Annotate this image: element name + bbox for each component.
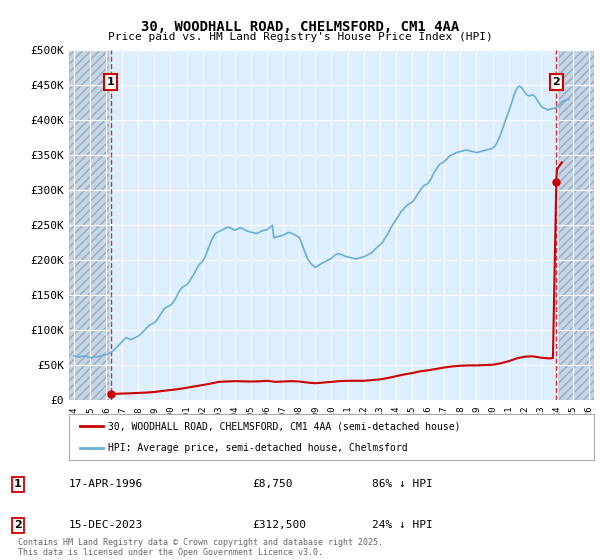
Text: 30, WOODHALL ROAD, CHELMSFORD, CM1 4AA (semi-detached house): 30, WOODHALL ROAD, CHELMSFORD, CM1 4AA (… xyxy=(109,421,461,431)
Bar xyxy=(69,50,109,400)
Text: 30, WOODHALL ROAD, CHELMSFORD, CM1 4AA: 30, WOODHALL ROAD, CHELMSFORD, CM1 4AA xyxy=(141,20,459,34)
Text: £8,750: £8,750 xyxy=(252,479,293,489)
Text: 2: 2 xyxy=(553,77,560,87)
Text: £312,500: £312,500 xyxy=(252,520,306,530)
Text: HPI: Average price, semi-detached house, Chelmsford: HPI: Average price, semi-detached house,… xyxy=(109,443,408,453)
Text: 86% ↓ HPI: 86% ↓ HPI xyxy=(372,479,433,489)
Text: Contains HM Land Registry data © Crown copyright and database right 2025.
This d: Contains HM Land Registry data © Crown c… xyxy=(18,538,383,557)
Bar xyxy=(559,50,594,400)
Text: 15-DEC-2023: 15-DEC-2023 xyxy=(69,520,143,530)
Text: 1: 1 xyxy=(107,77,115,87)
Text: 2: 2 xyxy=(14,520,22,530)
Text: Price paid vs. HM Land Registry's House Price Index (HPI): Price paid vs. HM Land Registry's House … xyxy=(107,32,493,42)
Text: 24% ↓ HPI: 24% ↓ HPI xyxy=(372,520,433,530)
Text: 1: 1 xyxy=(14,479,22,489)
Text: 17-APR-1996: 17-APR-1996 xyxy=(69,479,143,489)
